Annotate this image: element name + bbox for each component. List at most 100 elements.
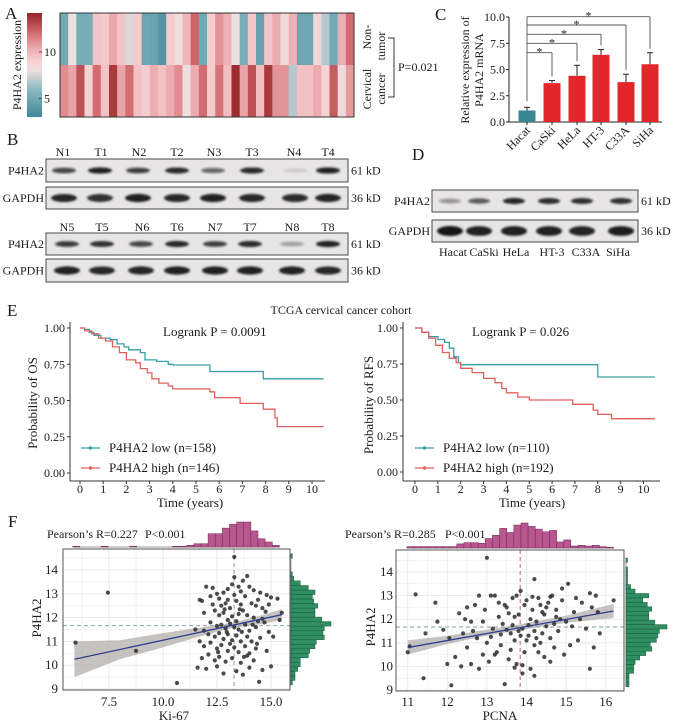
histogram-bar-right (290, 594, 313, 600)
data-point (591, 645, 596, 650)
data-point (219, 642, 224, 648)
y-tick-label: 9 (387, 682, 394, 697)
protein-band (538, 197, 560, 205)
data-point (536, 650, 541, 655)
data-point (544, 624, 549, 629)
data-point (247, 665, 252, 670)
heatmap-cell (182, 65, 192, 117)
data-point (208, 594, 213, 599)
heatmap-cell (60, 65, 69, 117)
data-point (245, 573, 250, 579)
data-point (225, 586, 230, 592)
histogram-bar-right (625, 588, 636, 594)
data-point (217, 654, 222, 660)
protein-band (439, 198, 461, 204)
data-point (210, 602, 215, 607)
heatmap-cell (92, 13, 102, 65)
plot-frame (395, 549, 625, 692)
data-point (254, 641, 260, 646)
data-point (221, 671, 226, 676)
data-point (571, 610, 577, 615)
data-point (465, 605, 470, 610)
x-tick-label: 0 (412, 482, 418, 496)
data-point (224, 629, 229, 635)
data-point (469, 619, 474, 624)
data-point (488, 593, 493, 598)
histogram-bar-right (625, 664, 634, 670)
km-plot-os: Probability of OS Time (years) Logrank P… (25, 321, 325, 510)
y-tick-label: 0.0 (490, 115, 505, 129)
data-point (234, 669, 239, 674)
histogram-bar-top (534, 528, 543, 549)
data-point (528, 666, 533, 671)
y-tick-label: 5.0 (490, 63, 505, 77)
regression-line (407, 610, 614, 649)
heatmap-cell (190, 13, 200, 65)
x-tick-label: SiHa (629, 123, 656, 150)
histogram-bar-top (463, 542, 472, 549)
data-point (496, 600, 501, 605)
colorbar (27, 13, 42, 117)
x-tick-label: 3 (147, 482, 153, 496)
data-point (568, 643, 573, 648)
data-point (532, 643, 537, 648)
histogram-bar-top (229, 523, 237, 548)
data-point (532, 673, 537, 678)
data-point (260, 667, 265, 673)
data-point (447, 636, 452, 641)
panel-c-bar-chart: C Relative expression of P4HA2 mRNA 0.0 2… (435, 5, 662, 154)
data-point (230, 614, 235, 619)
x-axis-title-os: Time (years) (157, 495, 223, 510)
data-point (542, 612, 547, 617)
heatmap-cell (109, 65, 118, 117)
histogram-bar-right (625, 575, 628, 581)
x-tick-label: C33A (602, 123, 632, 153)
histogram-bar-top (413, 546, 422, 549)
x-axis-title-ki67: Ki-67 (159, 708, 190, 723)
survival-curve (415, 327, 655, 420)
data-point (556, 628, 561, 634)
data-point (496, 614, 501, 619)
histogram-bar-top (492, 534, 500, 549)
data-point (480, 652, 485, 657)
lane-label: N7 (208, 220, 223, 234)
regression-line (74, 614, 282, 660)
data-point (526, 633, 531, 638)
y-tick-label: 0.00 (44, 466, 65, 480)
protein-band (165, 240, 189, 248)
histogram-bar-top (428, 546, 436, 549)
x-tick-label: 2 (458, 482, 464, 496)
heatmap-cell (256, 65, 265, 117)
x-tick-label: 4 (170, 482, 176, 496)
heatmap-cell (329, 65, 339, 117)
histogram-bar-right (625, 584, 631, 590)
data-point (524, 598, 529, 603)
heatmap-cell (174, 65, 183, 117)
histogram-bar-top (236, 521, 245, 548)
data-point (214, 664, 220, 669)
data-point (589, 605, 594, 610)
heatmap-cell (133, 65, 143, 117)
histogram-bar-right (290, 675, 296, 681)
molecular-weight-label: 61 kD (641, 194, 671, 208)
heatmap-cell (321, 65, 330, 117)
data-point (560, 598, 565, 603)
data-point (258, 590, 263, 595)
data-point (463, 617, 468, 622)
heatmap-cell (207, 65, 216, 117)
data-point (461, 631, 466, 636)
row-label-cervical-line1: Cervical (360, 68, 374, 109)
protein-band (51, 193, 77, 203)
data-point (257, 679, 262, 685)
data-point (524, 638, 529, 643)
data-point (251, 615, 256, 620)
data-point (237, 607, 242, 612)
data-point (433, 600, 438, 605)
heatmap-cell (166, 65, 175, 117)
pearson-p-pcna: P<0.001 (445, 527, 485, 541)
legend-label: P4HA2 high (n=146) (109, 460, 220, 475)
x-tick-label: 15 (560, 694, 573, 709)
blot-membrane (45, 232, 349, 256)
data-point (476, 593, 482, 598)
data-point (249, 601, 254, 606)
